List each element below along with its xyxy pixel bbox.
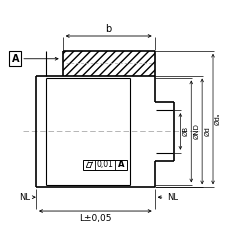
Text: ØB: ØB	[182, 126, 188, 136]
Text: b: b	[106, 24, 112, 34]
Text: 0,01: 0,01	[97, 160, 114, 169]
Bar	[63, 51, 155, 76]
Text: A: A	[12, 54, 19, 64]
Text: ØND: ØND	[193, 124, 199, 139]
Bar	[84, 160, 127, 170]
Text: A: A	[118, 160, 124, 169]
Text: Ød: Ød	[204, 126, 210, 136]
Text: Ødₐ: Ødₐ	[215, 113, 221, 125]
Text: NL: NL	[19, 193, 30, 202]
Text: L±0,05: L±0,05	[79, 214, 112, 223]
Text: NL: NL	[167, 193, 178, 202]
